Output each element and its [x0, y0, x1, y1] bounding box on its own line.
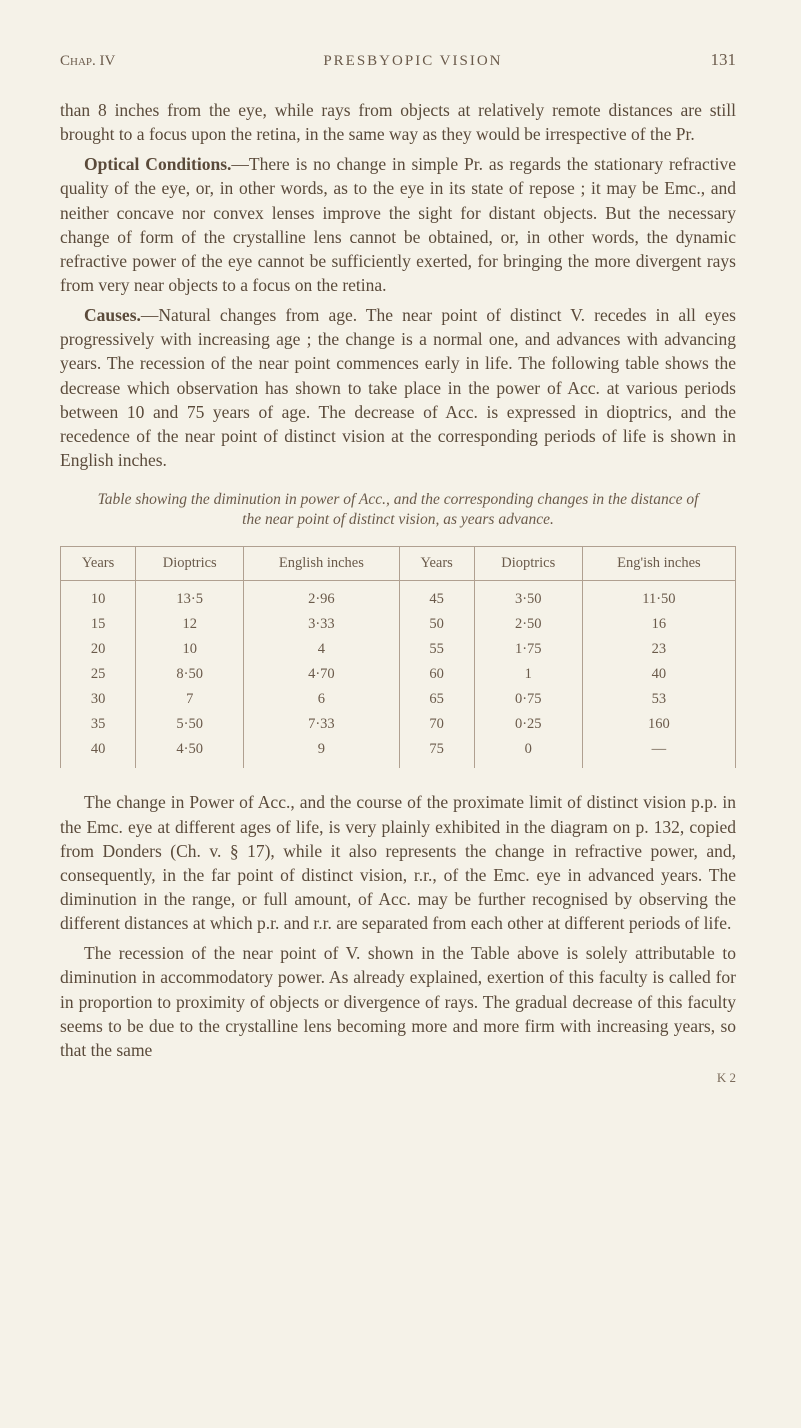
table-cell: 55 [399, 637, 474, 662]
table-cell: 4·50 [136, 737, 244, 768]
table-cell: 20 [61, 637, 136, 662]
table-cell: 25 [61, 662, 136, 687]
page-header: Chap. IV PRESBYOPIC VISION 131 [60, 50, 736, 70]
paragraph-1: than 8 inches from the eye, while rays f… [60, 98, 736, 146]
table-header-row: Years Dioptrics English inches Years Dio… [61, 547, 736, 581]
table-cell: 75 [399, 737, 474, 768]
table-row: 15 12 3·33 50 2·50 16 [61, 612, 736, 637]
col-english-inches-1: English inches [244, 547, 399, 581]
paragraph-2-body: —There is no change in simple Pr. as reg… [60, 154, 736, 295]
col-english-inches-2: Eng'ish inches [582, 547, 735, 581]
table-row: 40 4·50 9 75 0 — [61, 737, 736, 768]
table-cell: 45 [399, 581, 474, 613]
table-cell: 2·96 [244, 581, 399, 613]
table-cell: 7·33 [244, 712, 399, 737]
col-years-2: Years [399, 547, 474, 581]
table-cell: 65 [399, 687, 474, 712]
table-cell: 13·5 [136, 581, 244, 613]
footer-signature: K 2 [60, 1070, 736, 1086]
table-cell: 4 [244, 637, 399, 662]
table-cell: — [582, 737, 735, 768]
table-cell: 6 [244, 687, 399, 712]
table-cell: 23 [582, 637, 735, 662]
table-cell: 70 [399, 712, 474, 737]
table-cell: 0·25 [474, 712, 582, 737]
table-cell: 40 [61, 737, 136, 768]
table-body: 10 13·5 2·96 45 3·50 11·50 15 12 3·33 50… [61, 581, 736, 769]
col-dioptrics-2: Dioptrics [474, 547, 582, 581]
table-row: 10 13·5 2·96 45 3·50 11·50 [61, 581, 736, 613]
paragraph-4: The change in Power of Acc., and the cou… [60, 790, 736, 935]
table-cell: 11·50 [582, 581, 735, 613]
table-cell: 1·75 [474, 637, 582, 662]
table-cell: 50 [399, 612, 474, 637]
table-cell: 5·50 [136, 712, 244, 737]
col-dioptrics-1: Dioptrics [136, 547, 244, 581]
table-row: 30 7 6 65 0·75 53 [61, 687, 736, 712]
presbyopia-table: Years Dioptrics English inches Years Dio… [60, 546, 736, 768]
table-cell: 9 [244, 737, 399, 768]
table-cell: 15 [61, 612, 136, 637]
table-caption: Table showing the diminution in power of… [90, 490, 706, 530]
page-number: 131 [711, 50, 737, 70]
table-cell: 3·33 [244, 612, 399, 637]
table-cell: 4·70 [244, 662, 399, 687]
paragraph-3: Causes.—Natural changes from age. The ne… [60, 303, 736, 472]
table-cell: 30 [61, 687, 136, 712]
paragraph-2: Optical Conditions.—There is no change i… [60, 152, 736, 297]
table-cell: 40 [582, 662, 735, 687]
col-years-1: Years [61, 547, 136, 581]
paragraph-3-body: —Natural changes from age. The near poin… [60, 305, 736, 470]
table-cell: 16 [582, 612, 735, 637]
table-cell: 35 [61, 712, 136, 737]
table-cell: 53 [582, 687, 735, 712]
optical-conditions-lead: Optical Conditions. [84, 154, 231, 174]
header-title: PRESBYOPIC VISION [323, 53, 502, 70]
table-cell: 1 [474, 662, 582, 687]
table-cell: 10 [61, 581, 136, 613]
table-cell: 160 [582, 712, 735, 737]
table-cell: 60 [399, 662, 474, 687]
table-cell: 3·50 [474, 581, 582, 613]
table-cell: 2·50 [474, 612, 582, 637]
table-row: 20 10 4 55 1·75 23 [61, 637, 736, 662]
causes-lead: Causes. [84, 305, 141, 325]
table-cell: 0 [474, 737, 582, 768]
table-row: 25 8·50 4·70 60 1 40 [61, 662, 736, 687]
paragraph-5: The recession of the near point of V. sh… [60, 941, 736, 1062]
chapter-label: Chap. IV [60, 53, 115, 70]
table-cell: 7 [136, 687, 244, 712]
table-cell: 12 [136, 612, 244, 637]
table-row: 35 5·50 7·33 70 0·25 160 [61, 712, 736, 737]
table-cell: 8·50 [136, 662, 244, 687]
table-cell: 0·75 [474, 687, 582, 712]
table-cell: 10 [136, 637, 244, 662]
